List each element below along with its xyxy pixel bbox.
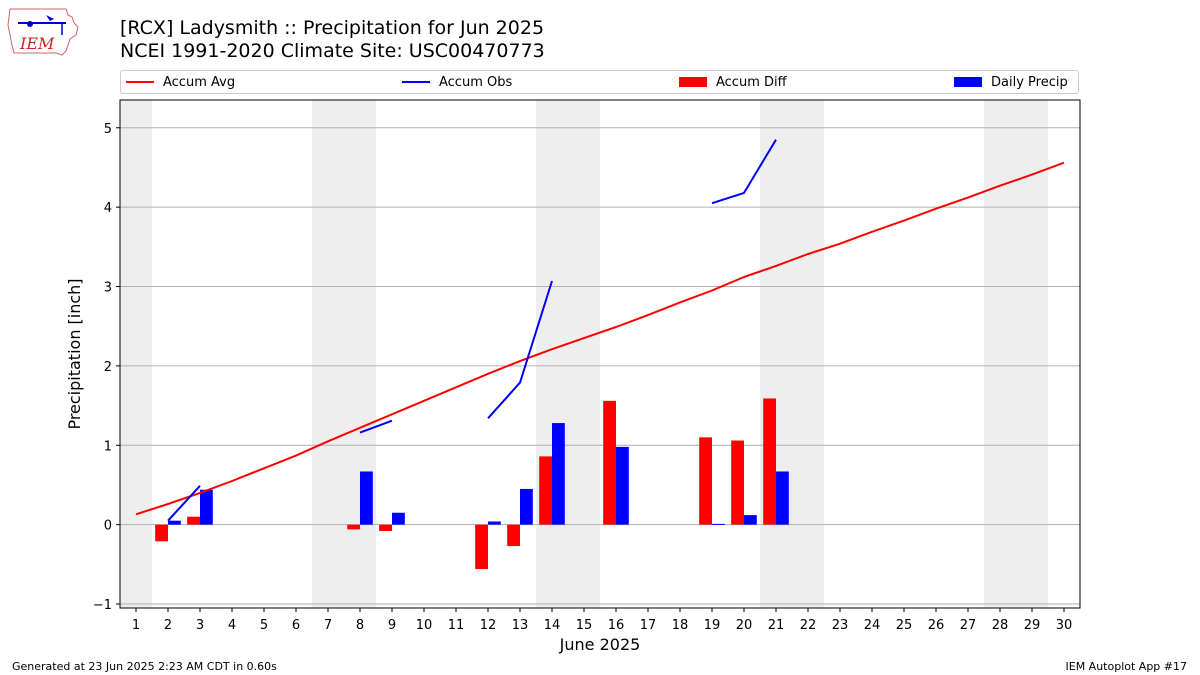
legend-swatch: [126, 81, 154, 83]
y-tick-label: 3: [104, 281, 112, 296]
x-tick-label: 14: [544, 618, 561, 633]
x-tick-label: 29: [1024, 618, 1041, 633]
legend-label: Accum Obs: [439, 74, 513, 90]
weekend-band: [312, 100, 376, 608]
daily-precip-bar: [168, 520, 181, 525]
x-tick-label: 5: [260, 618, 268, 633]
x-tick-label: 25: [896, 618, 913, 633]
iem-logo: IEM: [7, 8, 79, 56]
x-tick-label: 30: [1056, 618, 1073, 633]
accum-diff-bar: [155, 524, 168, 542]
x-tick-label: 28: [992, 618, 1009, 633]
x-tick-label: 23: [832, 618, 849, 633]
legend-item-accum-diff: Accum Diff: [679, 71, 787, 93]
x-tick-label: 3: [196, 618, 204, 633]
accum-diff-bar: [507, 524, 520, 547]
accum-obs-line: [359, 419, 393, 434]
accum-diff-bar: [475, 524, 488, 570]
daily-precip-bar: [520, 488, 533, 525]
daily-precip-bar: [392, 512, 405, 525]
x-tick-label: 6: [292, 618, 300, 633]
chart-title: [RCX] Ladysmith :: Precipitation for Jun…: [120, 17, 545, 39]
x-tick-label: 20: [736, 618, 753, 633]
legend-label: Daily Precip: [991, 74, 1068, 90]
accum-diff-bar: [731, 440, 744, 525]
y-tick-label: 4: [104, 201, 112, 216]
y-axis-label: Precipitation [inch]: [65, 278, 84, 429]
legend-label: Accum Diff: [716, 74, 787, 90]
y-tick-label: 2: [104, 360, 112, 375]
x-tick-label: 15: [576, 618, 593, 633]
x-tick-label: 16: [608, 618, 625, 633]
chart-subtitle: NCEI 1991-2020 Climate Site: USC00470773: [120, 40, 545, 62]
daily-precip-bar: [360, 471, 373, 525]
app-credit: IEM Autoplot App #17: [1065, 660, 1188, 673]
weekend-band: [760, 100, 824, 608]
y-tick-label: −1: [93, 598, 112, 613]
accum-diff-bar: [347, 524, 360, 530]
x-tick-label: 26: [928, 618, 945, 633]
x-tick-label: 1: [132, 618, 140, 633]
legend-swatch: [954, 77, 982, 87]
legend-item-accum-obs: Accum Obs: [402, 71, 512, 93]
legend-item-accum-avg: Accum Avg: [126, 71, 235, 93]
plot-frame: [119, 99, 1081, 609]
x-tick-label: 2: [164, 618, 172, 633]
weekend-band: [984, 100, 1048, 608]
legend-swatch: [402, 81, 430, 83]
daily-precip-bar: [616, 446, 629, 525]
x-tick-label: 27: [960, 618, 977, 633]
legend-item-daily-precip: Daily Precip: [954, 71, 1068, 93]
y-tick-label: 5: [104, 122, 112, 137]
x-tick-label: 9: [388, 618, 396, 633]
x-tick-label: 10: [416, 618, 433, 633]
weekend-band: [536, 100, 600, 608]
daily-precip-bar: [488, 521, 501, 525]
x-tick-label: 4: [228, 618, 236, 633]
x-tick-label: 17: [640, 618, 657, 633]
accum-diff-bar: [539, 456, 552, 525]
legend-label: Accum Avg: [163, 74, 236, 90]
weekend-band: [120, 100, 152, 608]
x-tick-label: 13: [512, 618, 529, 633]
accum-diff-bar: [603, 400, 616, 525]
daily-precip-bar: [712, 523, 725, 525]
daily-precip-bar: [552, 423, 565, 525]
accum-obs-line: [167, 485, 201, 522]
x-tick-label: 12: [480, 618, 497, 633]
y-tick-label: 1: [104, 439, 112, 454]
x-tick-label: 11: [448, 618, 465, 633]
x-tick-label: 18: [672, 618, 689, 633]
accum-avg-line: [135, 161, 1065, 516]
accum-obs-line: [711, 139, 777, 205]
x-tick-label: 22: [800, 618, 817, 633]
x-tick-label: 19: [704, 618, 721, 633]
accum-diff-bar: [379, 524, 392, 532]
legend-swatch: [679, 77, 707, 87]
x-tick-label: 8: [356, 618, 364, 633]
daily-precip-bar: [776, 471, 789, 525]
x-tick-label: 21: [768, 618, 785, 633]
iem-logo-text: IEM: [19, 34, 55, 53]
accum-diff-bar: [187, 516, 200, 525]
daily-precip-bar: [200, 489, 213, 525]
x-tick-label: 7: [324, 618, 332, 633]
x-tick-label: 24: [864, 618, 881, 633]
accum-diff-bar: [699, 437, 712, 525]
generated-note: Generated at 23 Jun 2025 2:23 AM CDT in …: [12, 660, 277, 673]
chart-legend: Accum Avg Accum Obs Accum Diff Daily Pre…: [120, 70, 1079, 94]
accum-diff-bar: [763, 398, 776, 525]
y-tick-label: 0: [104, 519, 112, 534]
daily-precip-bar: [744, 515, 757, 525]
x-axis-label: June 2025: [559, 635, 641, 654]
accum-obs-line: [487, 280, 553, 419]
